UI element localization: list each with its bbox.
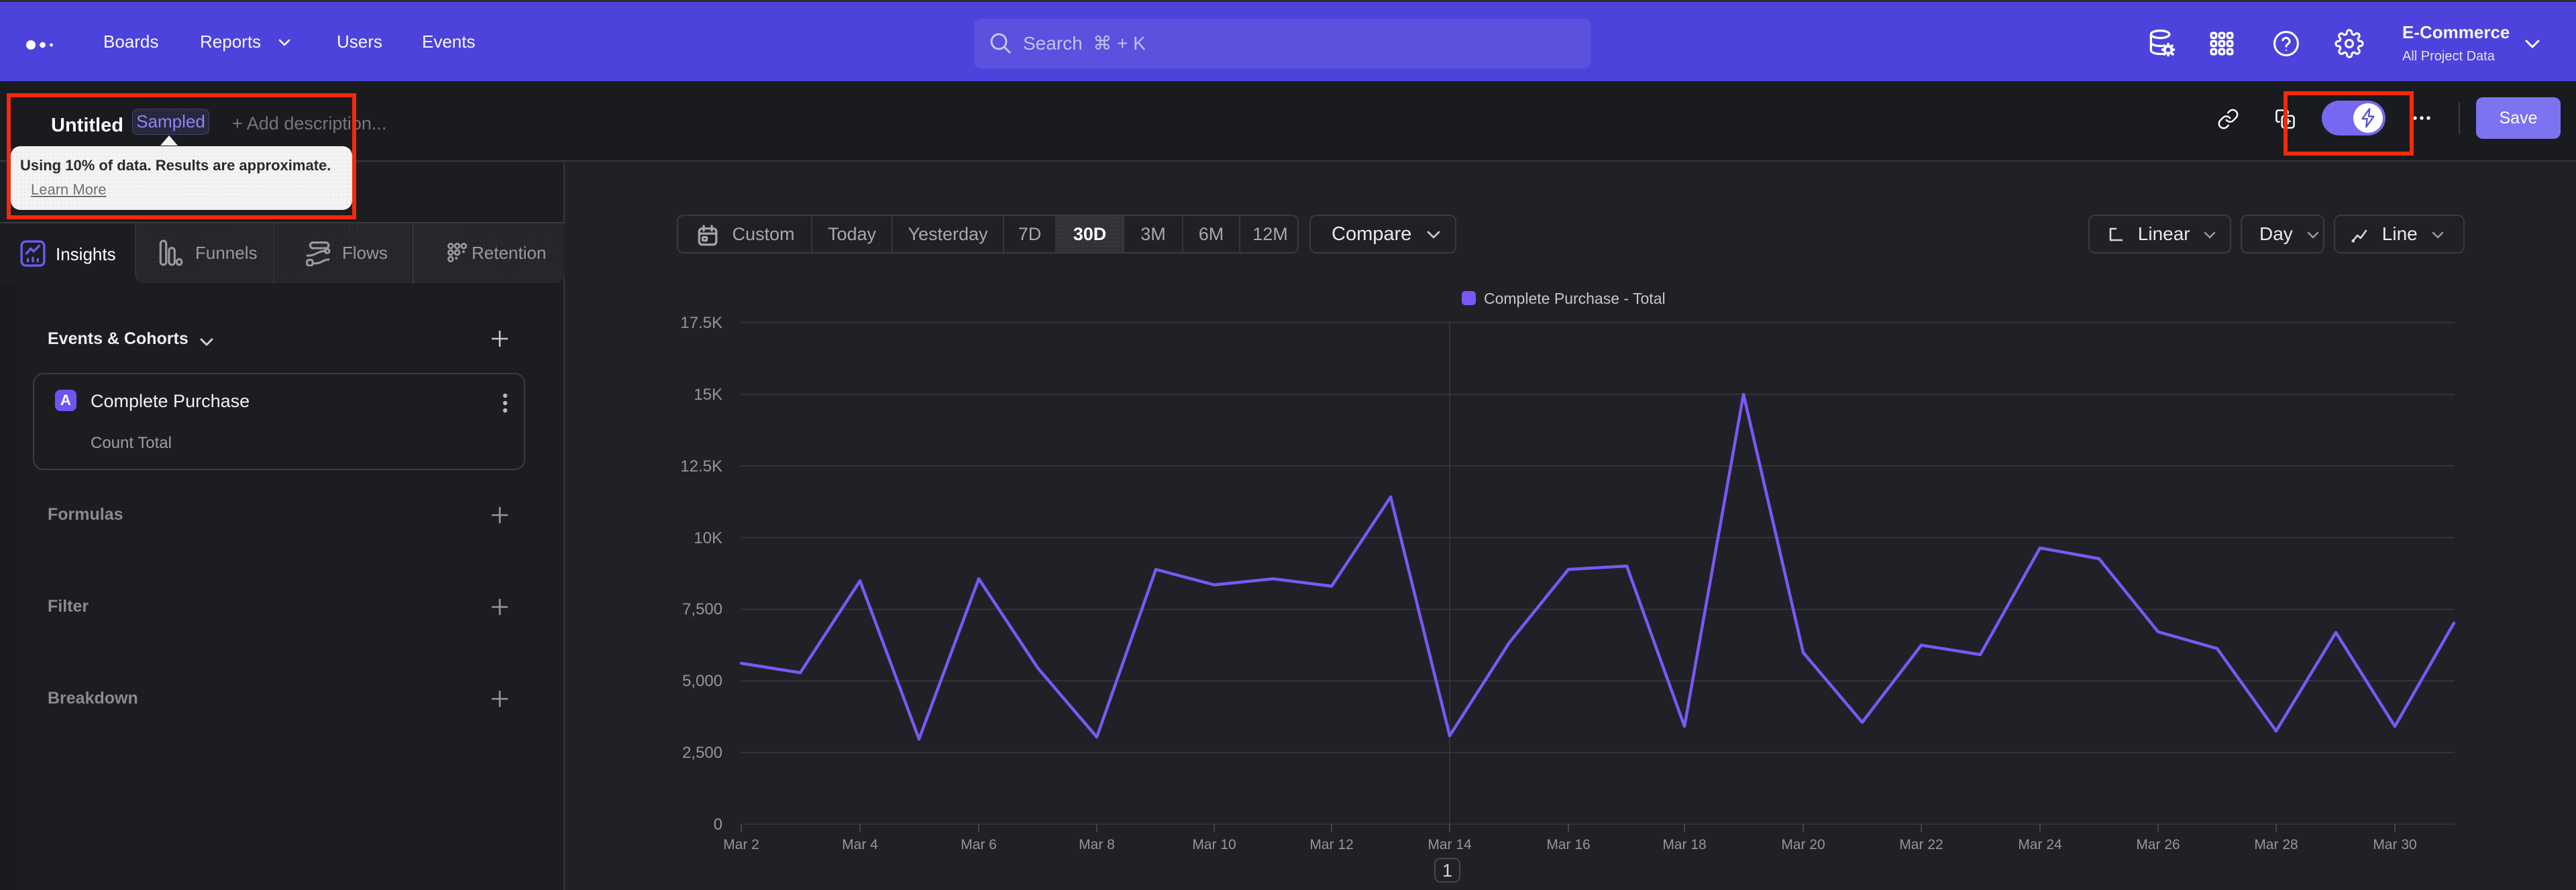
svg-text:Mar 22: Mar 22 bbox=[1899, 837, 1943, 852]
svg-text:Mar 8: Mar 8 bbox=[1079, 837, 1115, 852]
svg-text:Mar 24: Mar 24 bbox=[2018, 837, 2062, 852]
svg-text:Mar 28: Mar 28 bbox=[2254, 837, 2298, 852]
svg-text:Mar 4: Mar 4 bbox=[842, 837, 878, 852]
svg-text:17.5K: 17.5K bbox=[680, 314, 722, 332]
svg-text:5,000: 5,000 bbox=[682, 672, 722, 690]
svg-text:0: 0 bbox=[714, 816, 722, 834]
svg-text:2,500: 2,500 bbox=[682, 744, 722, 762]
svg-text:Mar 2: Mar 2 bbox=[723, 837, 759, 852]
svg-text:Mar 26: Mar 26 bbox=[2136, 837, 2180, 852]
svg-text:15K: 15K bbox=[694, 386, 722, 404]
svg-text:Mar 12: Mar 12 bbox=[1309, 837, 1353, 852]
svg-text:10K: 10K bbox=[694, 529, 722, 547]
svg-text:7,500: 7,500 bbox=[682, 600, 722, 618]
svg-text:Mar 16: Mar 16 bbox=[1546, 837, 1590, 852]
svg-text:Mar 14: Mar 14 bbox=[1428, 837, 1472, 852]
svg-text:Mar 18: Mar 18 bbox=[1662, 837, 1706, 852]
svg-text:Complete Purchase - Total: Complete Purchase - Total bbox=[1484, 290, 1666, 307]
svg-text:Mar 30: Mar 30 bbox=[2373, 837, 2416, 852]
svg-text:Mar 6: Mar 6 bbox=[961, 837, 997, 852]
svg-text:Mar 20: Mar 20 bbox=[1781, 837, 1825, 852]
svg-text:Mar 10: Mar 10 bbox=[1192, 837, 1236, 852]
svg-text:12.5K: 12.5K bbox=[680, 457, 722, 476]
